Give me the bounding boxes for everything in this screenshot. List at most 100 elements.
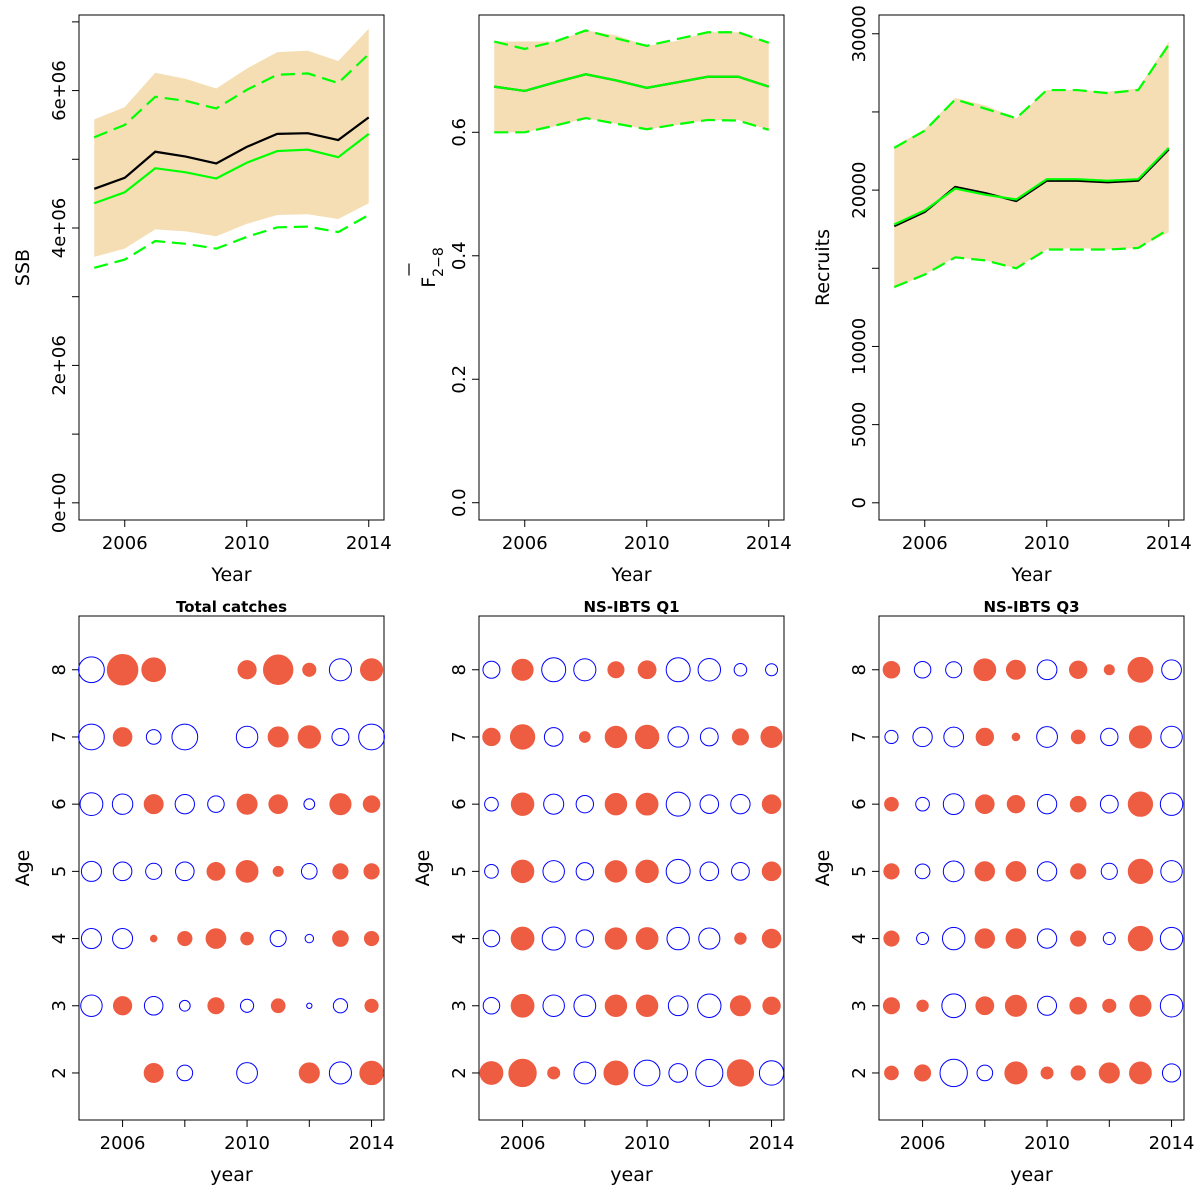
residual-bubble <box>883 930 900 947</box>
residual-bubble <box>573 1061 597 1085</box>
residual-bubble <box>112 996 133 1016</box>
residual-bubble <box>942 793 965 816</box>
residual-bubble <box>573 994 597 1018</box>
residual-bubble <box>1160 860 1183 883</box>
residual-bubble <box>1102 998 1117 1013</box>
residual-bubble <box>733 662 748 677</box>
residual-bubble <box>541 926 566 951</box>
residual-bubble <box>575 862 595 881</box>
residual-bubble <box>78 723 105 751</box>
residual-bubble <box>297 725 322 749</box>
residual-bubble <box>1100 727 1119 747</box>
residual-bubble <box>262 654 294 685</box>
residual-bubble <box>510 792 535 816</box>
residual-bubble <box>331 727 350 746</box>
y-tick-label: 6 <box>449 798 470 809</box>
panel-ns-ibts-q1: 2006 2010 2014 2 3 4 5 6 7 8 year Age NS-IBTS Q1 <box>412 598 794 1186</box>
residual-bubble <box>510 926 535 951</box>
y-tick-label: 10000 <box>849 318 870 375</box>
residual-bubble <box>761 794 782 814</box>
y-tick-label: 2 <box>49 1067 70 1078</box>
residual-bubble <box>1159 994 1184 1018</box>
x-tick-label: 2010 <box>224 533 270 554</box>
residual-bubble <box>1159 926 1184 951</box>
residual-bubble <box>1129 1061 1152 1085</box>
residual-bubble <box>575 794 595 814</box>
x-tick-label: 2014 <box>749 1133 795 1154</box>
y-tick-label: 5 <box>449 866 470 877</box>
residual-bubble <box>542 860 565 883</box>
residual-bubble <box>304 933 315 944</box>
x-tick-label: 2010 <box>1024 533 1070 554</box>
y-tick-label: 8 <box>449 664 470 675</box>
residual-bubble <box>578 731 591 743</box>
confidence-band <box>494 30 769 133</box>
y-tick-label: 7 <box>49 731 70 742</box>
residual-bubble <box>943 726 965 748</box>
y-tick-label: 3 <box>449 1000 470 1011</box>
x-tick-label: 2014 <box>1149 1133 1195 1154</box>
residual-bubble <box>914 863 931 880</box>
residual-bubble <box>80 994 103 1017</box>
residual-bubble <box>945 661 963 679</box>
residual-bubble <box>915 796 930 812</box>
residual-bubble <box>635 994 659 1017</box>
residual-bubble <box>604 860 628 883</box>
residual-bubble <box>916 932 930 946</box>
residual-bubble <box>604 927 628 950</box>
residual-bubble <box>174 793 195 815</box>
y-tick-label: 4e+06 <box>49 198 70 259</box>
panel-title: Total catches <box>176 598 287 616</box>
panel-title: NS-IBTS Q1 <box>583 598 679 616</box>
residual-bubble <box>668 1063 688 1083</box>
panel-total-catches: 2006 2010 2014 2 3 4 5 6 7 8 year Age Total catches <box>12 598 394 1186</box>
residual-bubble <box>1128 725 1152 749</box>
residual-bubble <box>975 996 995 1016</box>
panel-ns-ibts-q3: 2006 2010 2014 2 3 4 5 6 7 8 year Age NS-IBTS Q3 <box>812 598 1194 1186</box>
y-tick-label: 0.2 <box>449 365 470 394</box>
residual-bubble <box>205 928 227 949</box>
residual-bubble <box>726 1059 755 1087</box>
residual-bubble <box>235 859 259 883</box>
residual-bubble <box>145 729 162 745</box>
residual-bubble <box>300 863 318 880</box>
x-axis-title: Year <box>210 564 251 586</box>
residual-bubble <box>699 727 719 747</box>
residual-bubble <box>697 993 722 1018</box>
x-tick-label: 2010 <box>1024 1133 1070 1154</box>
residual-bubble <box>363 930 380 947</box>
residual-bubble <box>604 725 628 749</box>
residual-bubble <box>666 926 690 951</box>
y-tick-label: 0e+00 <box>49 473 70 534</box>
residual-bubble <box>1098 1062 1120 1084</box>
residual-bubble <box>479 1061 504 1085</box>
residual-bubble <box>1100 862 1118 880</box>
residual-bubble <box>607 661 625 679</box>
residual-bubble <box>364 998 379 1013</box>
x-tick-label: 2006 <box>502 533 548 554</box>
residual-bubble <box>112 727 133 747</box>
y-tick-label: 8 <box>849 664 870 675</box>
residual-bubble <box>359 658 384 682</box>
residual-bubble <box>1036 793 1058 815</box>
y-axis-title: Age <box>812 850 834 887</box>
plot-frame <box>78 14 385 521</box>
residual-bubble <box>975 727 995 747</box>
residual-bubble <box>731 861 750 881</box>
residual-bubble <box>143 995 164 1016</box>
residual-bubble <box>482 727 501 747</box>
y-tick-label: 4 <box>849 933 870 944</box>
x-tick-label: 2014 <box>346 533 392 554</box>
residual-bubble <box>1036 928 1058 949</box>
residual-bubble <box>1069 996 1087 1015</box>
residual-bubble <box>508 1058 537 1088</box>
y-tick-label: 0.0 <box>449 488 470 517</box>
series-line-lower <box>93 213 370 269</box>
y-tick-label: 20000 <box>849 161 870 218</box>
residual-bubble <box>79 792 104 817</box>
residual-bubble <box>884 729 899 745</box>
panel-recruits: 2006 2010 2014 0 5000 10000 20000 30000 Year Recr… <box>812 5 1192 586</box>
residual-bubble <box>941 993 967 1019</box>
residual-bubble <box>734 932 747 945</box>
